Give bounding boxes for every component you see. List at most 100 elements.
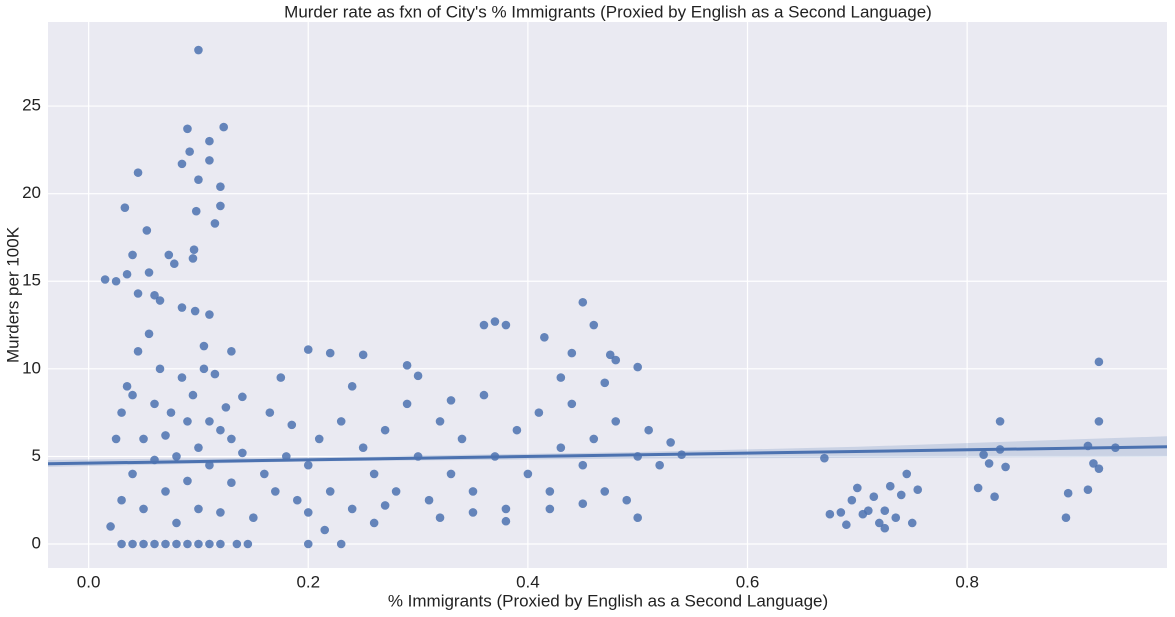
point bbox=[238, 392, 247, 402]
point bbox=[907, 518, 917, 528]
point bbox=[501, 516, 511, 526]
point bbox=[194, 175, 203, 184]
point bbox=[281, 452, 291, 461]
point bbox=[128, 539, 137, 549]
y-tick-label: 15 bbox=[22, 271, 41, 290]
point bbox=[199, 341, 209, 351]
point bbox=[303, 345, 313, 354]
point bbox=[276, 373, 286, 382]
point bbox=[402, 399, 412, 409]
x-tick-label: 0.8 bbox=[955, 572, 979, 591]
point bbox=[122, 382, 132, 391]
point bbox=[644, 425, 653, 435]
y-axis-label: Murders per 100K bbox=[3, 226, 22, 363]
point bbox=[880, 523, 890, 533]
point bbox=[446, 396, 456, 405]
point bbox=[194, 504, 203, 514]
point bbox=[605, 350, 615, 360]
point bbox=[1083, 485, 1093, 494]
point bbox=[913, 485, 923, 494]
x-tick-label: 0.6 bbox=[736, 572, 760, 591]
y-tick-label: 25 bbox=[22, 96, 41, 115]
point bbox=[424, 495, 434, 505]
point bbox=[194, 443, 203, 452]
point bbox=[216, 182, 225, 191]
point bbox=[380, 425, 390, 435]
point bbox=[133, 347, 143, 356]
point bbox=[896, 490, 906, 500]
plot-background bbox=[48, 22, 1167, 568]
point bbox=[847, 495, 857, 505]
point bbox=[155, 364, 165, 374]
y-tick-label: 5 bbox=[32, 446, 41, 465]
point bbox=[820, 453, 829, 463]
point bbox=[205, 310, 214, 319]
point bbox=[122, 269, 132, 279]
point bbox=[219, 122, 229, 132]
point bbox=[188, 390, 198, 400]
point bbox=[512, 425, 522, 435]
point bbox=[216, 201, 225, 211]
point bbox=[139, 434, 148, 444]
point bbox=[166, 408, 176, 417]
point bbox=[111, 276, 121, 286]
point bbox=[825, 509, 835, 519]
point bbox=[869, 492, 879, 502]
point bbox=[655, 460, 664, 470]
point bbox=[402, 361, 412, 370]
point bbox=[567, 399, 577, 409]
point bbox=[523, 469, 533, 479]
point bbox=[578, 460, 588, 470]
point bbox=[216, 425, 225, 435]
point bbox=[161, 431, 170, 440]
point bbox=[210, 219, 220, 228]
point bbox=[995, 417, 1005, 426]
point bbox=[243, 539, 253, 549]
point bbox=[501, 504, 511, 514]
point bbox=[164, 250, 174, 260]
point bbox=[885, 481, 895, 491]
point bbox=[545, 487, 555, 496]
point bbox=[139, 539, 148, 549]
point bbox=[1061, 513, 1071, 523]
point bbox=[501, 320, 511, 330]
point bbox=[468, 508, 478, 517]
point bbox=[133, 168, 143, 177]
point bbox=[150, 290, 159, 300]
point bbox=[479, 320, 489, 330]
point bbox=[155, 296, 165, 305]
point bbox=[172, 452, 181, 461]
point bbox=[144, 329, 154, 339]
point bbox=[303, 460, 313, 470]
x-tick-label: 0.4 bbox=[516, 572, 540, 591]
point bbox=[600, 378, 610, 388]
point bbox=[314, 434, 324, 444]
point bbox=[210, 369, 220, 379]
point bbox=[413, 371, 423, 381]
point bbox=[479, 390, 489, 400]
point bbox=[633, 362, 642, 372]
point bbox=[874, 518, 884, 528]
point bbox=[177, 159, 187, 169]
point bbox=[666, 438, 675, 447]
point bbox=[336, 417, 346, 426]
point bbox=[139, 504, 148, 514]
point bbox=[369, 518, 379, 528]
point bbox=[578, 297, 588, 307]
point bbox=[177, 373, 187, 382]
point bbox=[556, 373, 566, 382]
point bbox=[144, 268, 154, 277]
point bbox=[120, 203, 130, 212]
point bbox=[380, 501, 390, 510]
point bbox=[106, 522, 115, 531]
point bbox=[347, 382, 357, 391]
point bbox=[303, 508, 313, 517]
point bbox=[216, 539, 225, 549]
point bbox=[600, 487, 610, 496]
x-tick-label: 0.0 bbox=[77, 572, 101, 591]
point bbox=[1089, 459, 1098, 468]
point bbox=[358, 350, 368, 360]
point bbox=[633, 513, 642, 523]
point bbox=[836, 508, 846, 517]
